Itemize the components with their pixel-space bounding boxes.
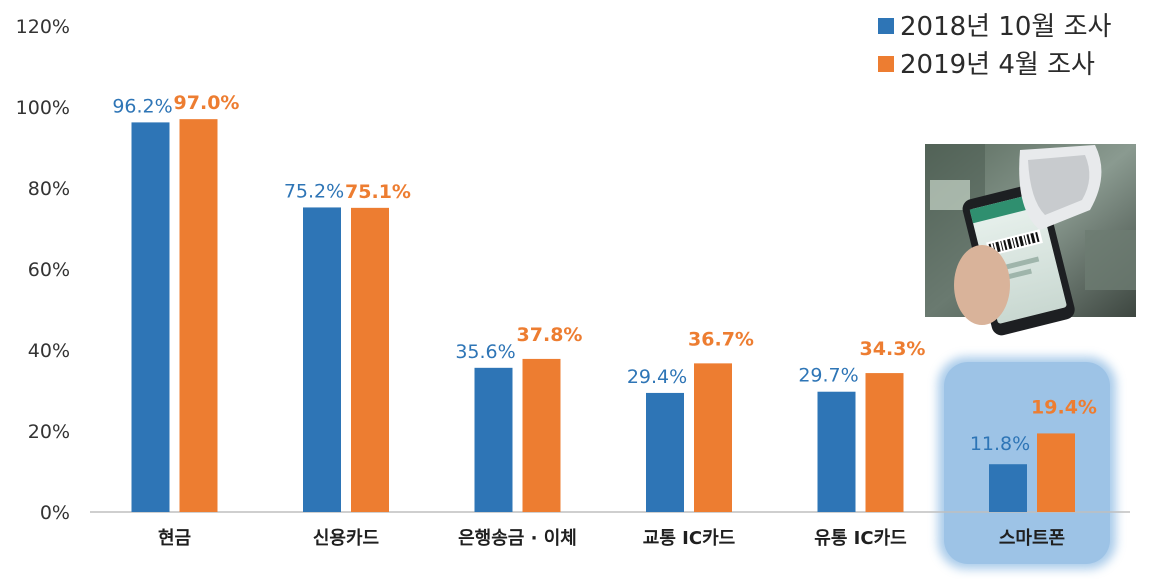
- bar-2019-3: [694, 363, 732, 512]
- legend-label-2019: 2019년 4월 조사: [900, 50, 1095, 80]
- data-label-2019: 34.3%: [860, 338, 926, 360]
- data-label-2019: 19.4%: [1031, 396, 1097, 418]
- data-label-2018: 29.7%: [798, 365, 858, 387]
- data-label-2019: 37.8%: [517, 324, 583, 346]
- legend: 2018년 10월 조사 2019년 4월 조사: [878, 12, 1112, 80]
- bar-2018-5: [989, 464, 1027, 512]
- category-labels: 현금 신용카드 은행송금 · 이체 교통 IC카드 유통 IC카드 스마트폰: [158, 528, 1065, 549]
- legend-swatch-2018: [878, 18, 894, 34]
- data-label-2018: 29.4%: [627, 366, 687, 388]
- y-axis: 0% 20% 40% 60% 80% 100% 120%: [16, 16, 70, 524]
- highlight-box: [938, 357, 1116, 569]
- bar-2019-4: [865, 373, 904, 512]
- data-label-2019: 97.0%: [174, 92, 240, 114]
- data-label-2019: 75.1%: [345, 181, 411, 203]
- category-label: 은행송금 · 이체: [458, 528, 577, 549]
- smartphone-payment-photo: [925, 144, 1136, 336]
- bar-2018-1: [303, 207, 341, 512]
- category-label: 교통 IC카드: [643, 528, 735, 549]
- bars: 96.2% 97.0% 75.2% 75.1% 35.6%37.8% 29.4%36.7%…: [112, 92, 1097, 513]
- bar-2018-3: [646, 392, 684, 512]
- data-label-2019: 36.7%: [688, 328, 754, 350]
- data-label-2018: 35.6%: [455, 341, 515, 363]
- y-tick-label: 20%: [28, 421, 70, 443]
- legend-label-2018: 2018년 10월 조사: [900, 12, 1112, 42]
- bar-2018-0: [131, 122, 170, 512]
- y-tick-label: 60%: [28, 259, 70, 281]
- bar-2018-2: [474, 367, 513, 512]
- y-tick-label: 120%: [16, 16, 70, 38]
- category-label: 현금: [158, 528, 191, 549]
- y-tick-label: 80%: [28, 178, 70, 200]
- bar-2019-0: [179, 119, 218, 513]
- category-label: 스마트폰: [999, 528, 1065, 549]
- legend-swatch-2019: [878, 56, 894, 72]
- bar-2019-2: [522, 358, 561, 512]
- bar-2019-1: [351, 207, 389, 512]
- y-tick-label: 100%: [16, 97, 70, 119]
- category-label: 신용카드: [313, 528, 379, 549]
- data-label-2018: 75.2%: [284, 180, 344, 202]
- data-label-2018: 96.2%: [112, 95, 172, 117]
- data-label-2018: 11.8%: [970, 433, 1030, 455]
- y-tick-label: 0%: [40, 502, 70, 524]
- bar-2019-5: [1037, 433, 1075, 512]
- bar-2018-4: [817, 391, 856, 512]
- y-tick-label: 40%: [28, 340, 70, 362]
- category-label: 유통 IC카드: [814, 528, 906, 549]
